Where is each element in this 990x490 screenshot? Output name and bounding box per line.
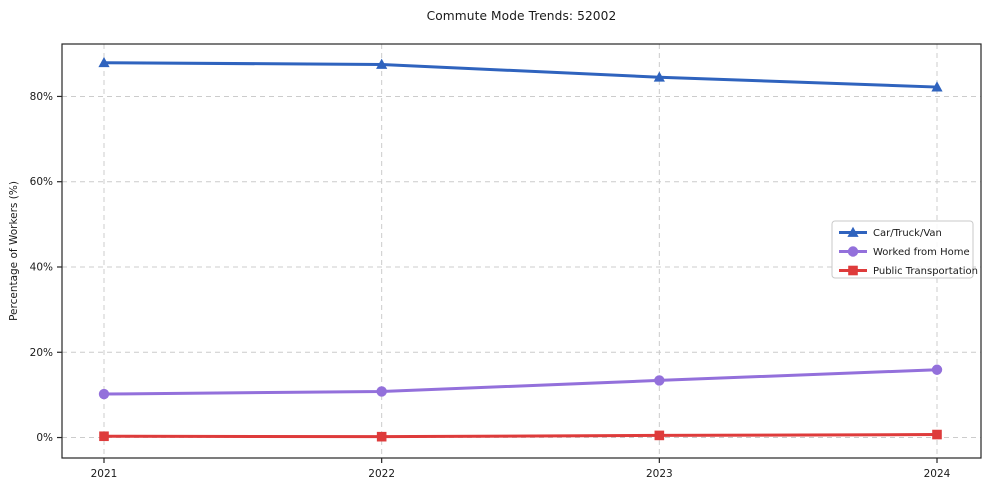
series-marker-public-transportation <box>99 431 109 442</box>
y-tick-label: 20% <box>30 347 53 359</box>
series-line-car-truck-van <box>102 61 939 89</box>
y-tick-label: 80% <box>30 91 53 103</box>
legend-label-worked-from-home: Worked from Home <box>873 247 970 258</box>
y-tick-label: 60% <box>30 176 53 188</box>
series-marker-car-truck-van <box>653 71 665 82</box>
series-marker-worked-from-home <box>376 386 387 397</box>
legend-marker-car-truck-van <box>847 226 859 237</box>
series-marker-public-transportation <box>654 430 665 441</box>
series-marker-worked-from-home <box>654 375 665 386</box>
plot-border <box>61 43 982 459</box>
x-tick-label: 2023 <box>646 468 673 480</box>
series-marker-public-transportation <box>932 429 942 440</box>
series-marker-worked-from-home <box>931 364 943 375</box>
legend-label-public-transportation: Public Transportation <box>873 266 978 277</box>
x-tick-label: 2021 <box>91 468 118 480</box>
series-line-worked-from-home <box>102 368 939 396</box>
legend-box <box>831 220 974 279</box>
legend-marker-worked-from-home <box>847 246 859 257</box>
series-marker-worked-from-home <box>98 388 110 400</box>
chart-title: Commute Mode Trends: 52002 <box>426 9 617 23</box>
series-marker-public-transportation <box>376 431 387 442</box>
y-tick-label: 0% <box>36 432 53 444</box>
series-marker-car-truck-van <box>376 58 388 69</box>
series-marker-car-truck-van <box>98 56 110 68</box>
series-marker-car-truck-van <box>931 81 943 92</box>
y-tick-label: 40% <box>30 261 53 273</box>
legend-label-car-truck-van: Car/Truck/Van <box>873 228 942 239</box>
legend-marker-public-transportation <box>848 265 858 276</box>
x-tick-label: 2024 <box>924 468 951 480</box>
x-tick-label: 2022 <box>368 468 395 480</box>
series-line-public-transportation <box>102 433 939 439</box>
